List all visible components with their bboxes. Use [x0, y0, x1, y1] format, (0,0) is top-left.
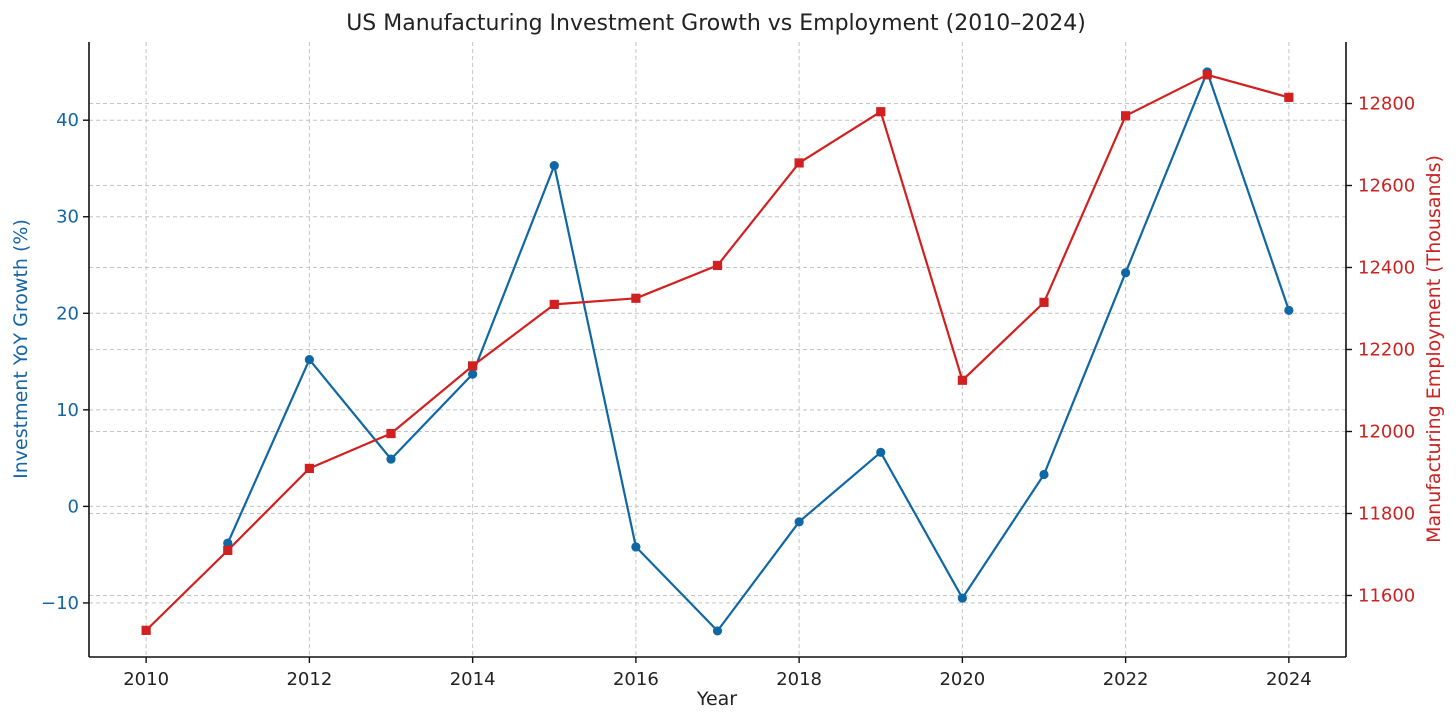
data-point-investment-growth	[1284, 305, 1294, 315]
right-y-tick-label: 12800	[1358, 94, 1415, 115]
left-y-tick-label: 40	[56, 110, 79, 131]
data-point-investment-growth	[468, 369, 478, 379]
data-point-investment-growth	[549, 160, 559, 171]
data-point-employment	[304, 463, 314, 473]
x-tick-label: 2020	[939, 669, 985, 690]
left-y-tick-label: 10	[56, 400, 79, 421]
data-point-employment	[223, 545, 233, 555]
grid	[89, 42, 1346, 657]
series-line-employment	[145, 73, 1290, 632]
right-y-axis-label: Manufacturing Employment (Thousands)	[1423, 155, 1445, 543]
left-y-axis-label: Investment YoY Growth (%)	[10, 219, 32, 479]
right-y-tick-label: 12200	[1358, 340, 1415, 361]
data-point-employment	[386, 428, 396, 439]
data-point-investment-growth	[794, 517, 804, 527]
series-line-investment-growth	[226, 70, 1290, 633]
data-point-employment	[549, 299, 559, 309]
data-point-investment-growth	[386, 454, 396, 464]
data-point-investment-growth	[1121, 268, 1131, 278]
data-point-investment-growth	[223, 538, 233, 548]
x-tick-label: 2016	[613, 669, 659, 690]
right-y-tick-label: 11800	[1358, 504, 1415, 525]
data-point-employment	[631, 293, 641, 303]
data-point-employment	[1202, 70, 1212, 80]
data-point-employment	[1039, 297, 1049, 307]
data-point-employment	[876, 107, 886, 117]
x-tick-label: 2022	[1103, 669, 1149, 690]
right-y-tick-label: 12400	[1358, 258, 1415, 279]
right-y-axis-ticks: 11600 11800 12000 12200 12400 12600 12800	[1346, 94, 1415, 607]
data-point-employment	[141, 625, 151, 635]
x-tick-label: 2018	[776, 669, 822, 690]
x-tick-label: 2010	[123, 669, 169, 690]
data-point-employment	[712, 260, 723, 271]
data-point-employment	[468, 361, 478, 371]
data-point-investment-growth	[1039, 469, 1049, 480]
right-y-tick-label: 11600	[1358, 586, 1415, 607]
left-y-tick-label: −10	[41, 593, 79, 614]
left-y-tick-label: 30	[56, 207, 79, 228]
data-point-investment-growth	[876, 447, 886, 457]
data-point-investment-growth	[712, 626, 723, 636]
data-point-investment-growth	[957, 593, 967, 603]
right-y-tick-label: 12000	[1358, 422, 1415, 443]
x-axis-label: Year	[696, 688, 737, 710]
series-layer	[141, 67, 1294, 636]
x-tick-label: 2024	[1266, 669, 1312, 690]
data-point-investment-growth	[631, 542, 641, 552]
chart-title: US Manufacturing Investment Growth vs Em…	[346, 11, 1086, 36]
x-axis-ticks: 2010 2012 2014 2016 2018 2020 2022 2024	[123, 657, 1312, 690]
data-point-employment	[1284, 92, 1294, 102]
left-y-tick-label: 20	[56, 303, 79, 324]
x-tick-label: 2014	[450, 669, 496, 690]
left-y-tick-label: 0	[68, 496, 79, 517]
left-y-axis-ticks: −10 0 10 20 30 40	[41, 110, 89, 614]
data-point-employment	[957, 375, 967, 385]
data-point-investment-growth	[304, 355, 314, 365]
data-point-employment	[1121, 111, 1131, 121]
x-tick-label: 2012	[286, 669, 332, 690]
right-y-tick-label: 12600	[1358, 176, 1415, 197]
data-point-employment	[794, 158, 804, 168]
